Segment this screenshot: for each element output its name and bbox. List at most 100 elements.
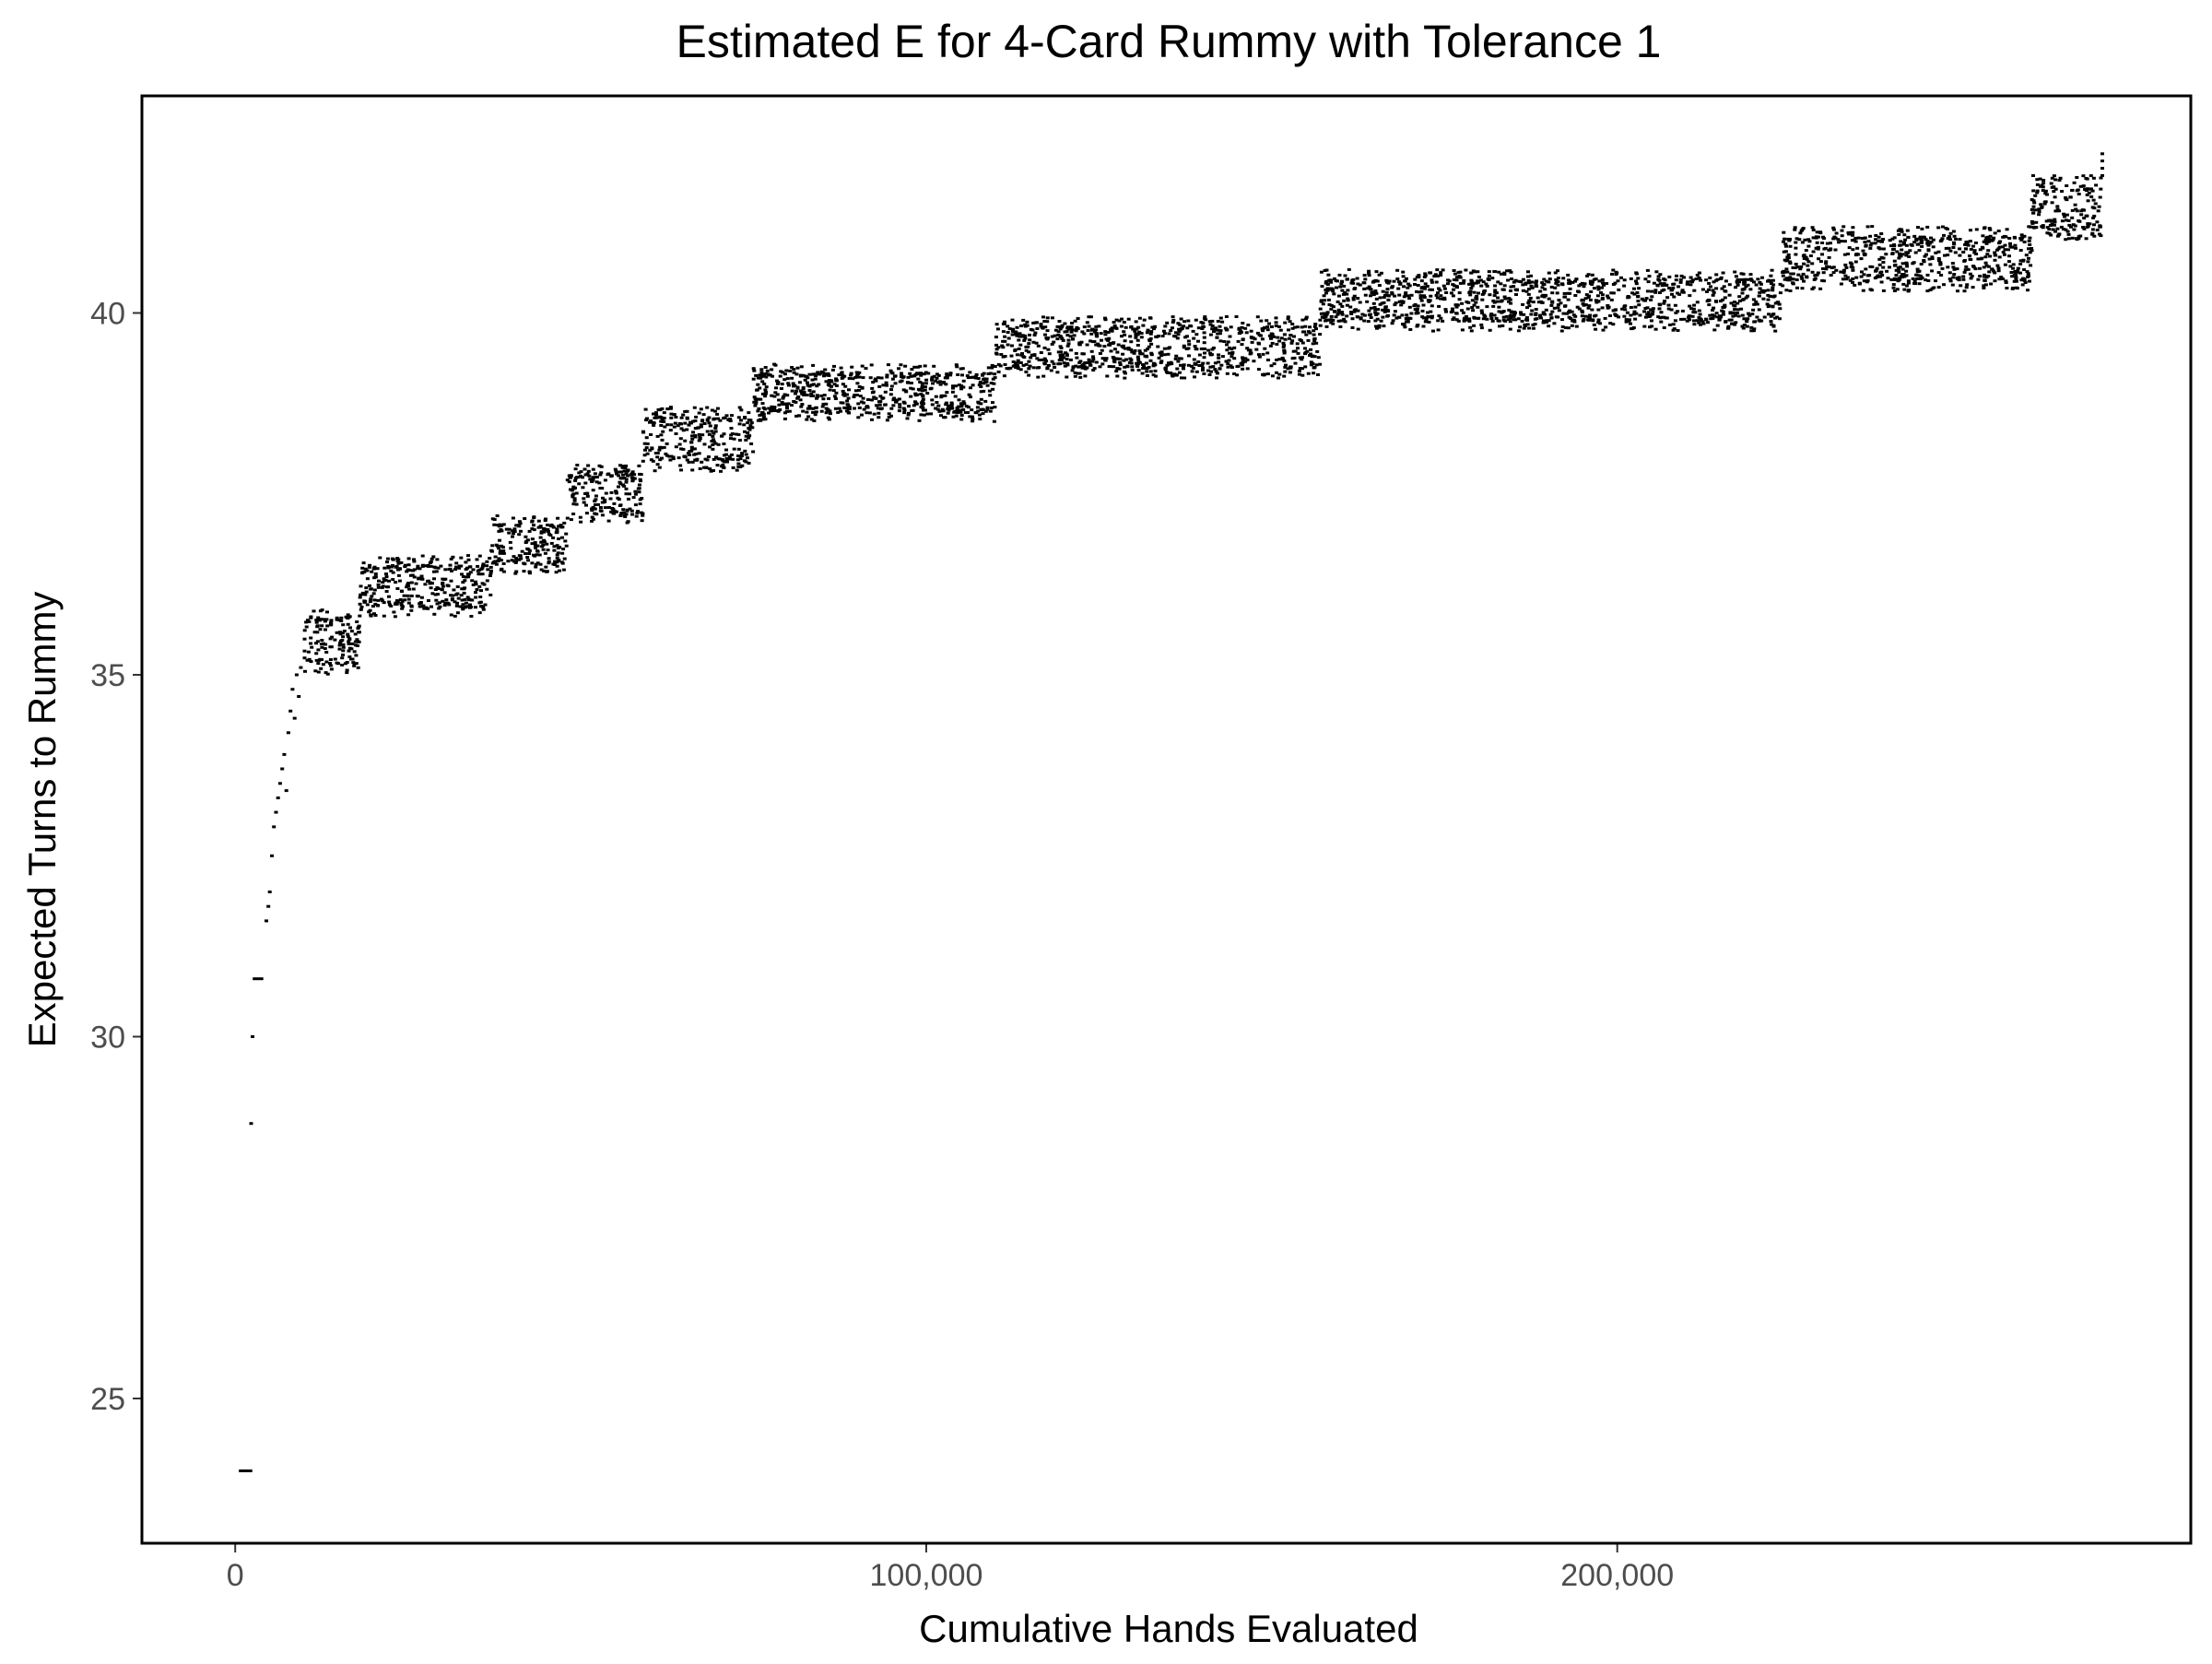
data-point (349, 647, 354, 651)
data-point (2060, 190, 2065, 193)
data-point (1918, 274, 1923, 277)
data-point (555, 544, 559, 548)
data-point (2065, 184, 2069, 187)
data-point (632, 477, 637, 480)
data-point (2090, 189, 2095, 193)
data-point (924, 378, 929, 382)
data-point (1877, 235, 1881, 239)
data-point (1029, 356, 1033, 360)
data-point (1959, 284, 1963, 288)
data-point (1807, 240, 1812, 243)
data-point (1679, 317, 1683, 321)
data-point (527, 570, 532, 573)
data-point (1041, 374, 1046, 378)
data-point (1600, 278, 1605, 281)
data-point (1097, 344, 1100, 348)
data-point (1149, 353, 1154, 357)
data-point (1487, 270, 1491, 274)
data-point (315, 624, 320, 628)
data-point (1601, 283, 1606, 287)
data-point (1435, 268, 1440, 272)
data-point (767, 411, 771, 415)
data-point (1396, 287, 1401, 290)
data-point (1766, 289, 1771, 292)
data-point (1367, 313, 1371, 317)
data-point (1470, 284, 1475, 288)
data-point (1851, 226, 1855, 230)
data-point (633, 503, 638, 507)
data-point (1028, 338, 1032, 342)
data-point (420, 577, 425, 581)
data-point (988, 409, 993, 413)
data-point (1754, 300, 1759, 303)
data-point (961, 407, 966, 411)
data-point (991, 377, 995, 381)
data-point (668, 407, 673, 410)
data-point (856, 375, 861, 379)
data-point (857, 385, 862, 388)
data-point (653, 469, 657, 473)
data-point (897, 409, 901, 413)
data-point (2027, 256, 2030, 260)
data-point (912, 404, 916, 407)
data-point (681, 447, 686, 451)
data-point (853, 389, 858, 393)
data-point (1508, 327, 1512, 331)
data-point (1006, 336, 1011, 340)
data-point (1590, 273, 1594, 277)
data-point (2100, 159, 2104, 163)
data-point (884, 381, 888, 384)
data-point (1778, 282, 1783, 286)
data-point (591, 467, 595, 471)
data-point (761, 412, 766, 416)
data-point (711, 443, 715, 446)
data-point (925, 412, 930, 416)
data-point (952, 410, 957, 414)
data-point (2053, 178, 2058, 182)
data-point (1677, 285, 1680, 289)
data-point (1733, 323, 1737, 326)
data-point (1423, 282, 1428, 286)
data-point (1899, 275, 1903, 278)
data-point (934, 407, 938, 410)
data-point (1245, 367, 1250, 371)
data-point (1082, 325, 1087, 329)
data-point (1778, 291, 1783, 295)
data-point (1649, 308, 1653, 312)
data-point (406, 563, 411, 567)
data-point (1402, 323, 1406, 326)
data-point (1103, 316, 1107, 320)
data-point (536, 519, 541, 523)
data-point (1478, 278, 1483, 282)
data-point (649, 419, 653, 423)
data-point (2064, 195, 2068, 199)
data-point (1225, 348, 1230, 352)
data-point (874, 377, 877, 381)
data-point (1108, 365, 1112, 369)
data-point (448, 563, 453, 567)
data-point (1800, 241, 1805, 244)
data-point (1711, 293, 1715, 297)
data-point (609, 474, 614, 478)
data-point (861, 376, 865, 380)
data-point (1877, 239, 1882, 242)
data-point (1769, 314, 1773, 318)
data-point (623, 466, 628, 470)
data-point (644, 419, 649, 422)
data-point (1058, 345, 1063, 348)
data-point (688, 453, 692, 456)
data-point (1526, 292, 1531, 296)
data-point (1983, 261, 1988, 265)
data-point (777, 403, 782, 407)
data-point (435, 558, 440, 561)
data-point (2082, 208, 2087, 212)
data-point (764, 375, 769, 379)
data-point (669, 412, 674, 416)
data-point (341, 623, 346, 627)
data-point (1259, 319, 1264, 323)
data-point (692, 447, 697, 451)
data-point (1590, 308, 1594, 312)
data-point (1657, 278, 1662, 282)
data-point (1295, 342, 1300, 346)
data-point (2040, 206, 2044, 209)
